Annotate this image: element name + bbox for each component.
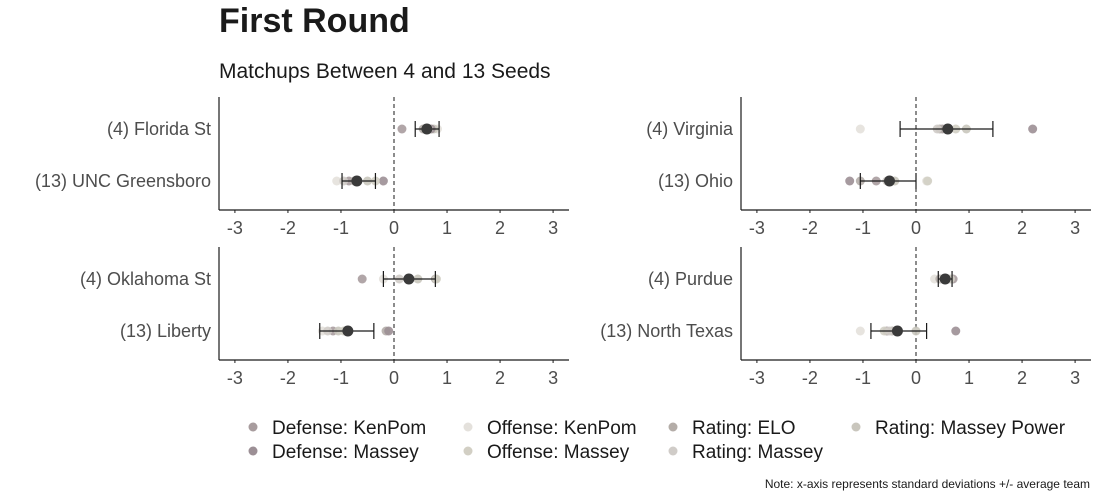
legend-swatch [248,422,258,432]
metric-point [431,274,441,284]
legend-swatch [248,446,258,456]
chart-title: First Round [219,2,410,40]
x-tick-label: 0 [389,368,399,388]
x-tick-label: 0 [389,218,399,238]
x-tick-label: 1 [442,368,452,388]
metric-point [1028,124,1038,134]
metric-point [951,326,961,336]
panel-4: -3 -2 -1 0 1 2 3 (4) Purdue (13) North Texas [600,247,1091,388]
legend-swatch [851,422,861,432]
x-tick-label: 3 [548,368,558,388]
legend-label: Offense: Massey [487,442,630,463]
mean-point [351,175,363,187]
x-tick-label: -1 [855,218,871,238]
metric-point [332,176,342,186]
metric-point [855,326,865,336]
mean-point [342,325,354,337]
legend-label: Offense: KenPom [487,418,637,439]
panel-2: -3 -2 -1 0 1 2 3 (4) Virginia (13) Ohio [646,97,1091,238]
team-label: (13) Liberty [120,321,211,341]
x-tick-label: -2 [280,218,296,238]
x-tick-label: 3 [1070,218,1080,238]
legend: Defense: KenPom Offense: KenPom Rating: EL… [248,418,1066,463]
x-tick-label: 1 [964,218,974,238]
x-tick-label: 1 [442,218,452,238]
x-tick-label: -3 [749,368,765,388]
team-label: (4) Oklahoma St [80,269,211,289]
x-tick-label: -1 [333,218,349,238]
x-tick-label: 3 [1070,368,1080,388]
mean-point [421,123,433,135]
x-tick-label: 2 [495,218,505,238]
x-tick-label: -3 [749,218,765,238]
mean-point [939,273,951,285]
team-label: (13) UNC Greensboro [35,171,211,191]
metric-point [397,124,407,134]
x-tick-label: -2 [802,218,818,238]
panel-1: -3 -2 -1 0 1 2 3 (4) Florida St (13) UNC Greensb… [35,97,569,238]
mean-point [403,273,415,285]
legend-label: Defense: KenPom [272,418,426,439]
x-tick-label: 2 [1017,218,1027,238]
x-tick-label: -3 [227,368,243,388]
x-tick-label: 0 [911,368,921,388]
metric-point [855,124,865,134]
team-label: (13) North Texas [600,321,733,341]
x-tick-label: 1 [964,368,974,388]
x-tick-label: -3 [227,218,243,238]
metric-point [357,274,367,284]
team-label: (13) Ohio [658,171,733,191]
team-label: (4) Florida St [107,119,211,139]
x-tick-label: -2 [280,368,296,388]
x-tick-label: -2 [802,368,818,388]
x-tick-label: 2 [495,368,505,388]
panel-3: -3 -2 -1 0 1 2 3 (4) Oklahoma St (13) Liberty [80,247,569,388]
x-tick-label: 0 [911,218,921,238]
x-tick-label: 2 [1017,368,1027,388]
metric-point [378,176,388,186]
legend-swatch [668,446,678,456]
legend-label: Defense: Massey [272,442,419,463]
team-label: (4) Virginia [646,119,734,139]
legend-swatch [463,446,473,456]
metric-point [845,176,855,186]
legend-label: Rating: Massey Power [875,418,1066,439]
mean-point [883,175,895,187]
x-tick-label: -1 [855,368,871,388]
legend-swatch [463,422,473,432]
x-tick-label: -1 [333,368,349,388]
legend-swatch [668,422,678,432]
axis-note: Note: x-axis represents standard deviati… [764,477,1090,491]
x-tick-label: 3 [548,218,558,238]
metric-point [384,326,394,336]
metric-point [923,176,933,186]
legend-label: Rating: Massey [692,442,823,463]
mean-point [942,123,954,135]
legend-label: Rating: ELO [692,418,796,439]
mean-point [891,325,903,337]
chart-subtitle: Matchups Between 4 and 13 Seeds [219,60,551,83]
team-label: (4) Purdue [648,269,733,289]
